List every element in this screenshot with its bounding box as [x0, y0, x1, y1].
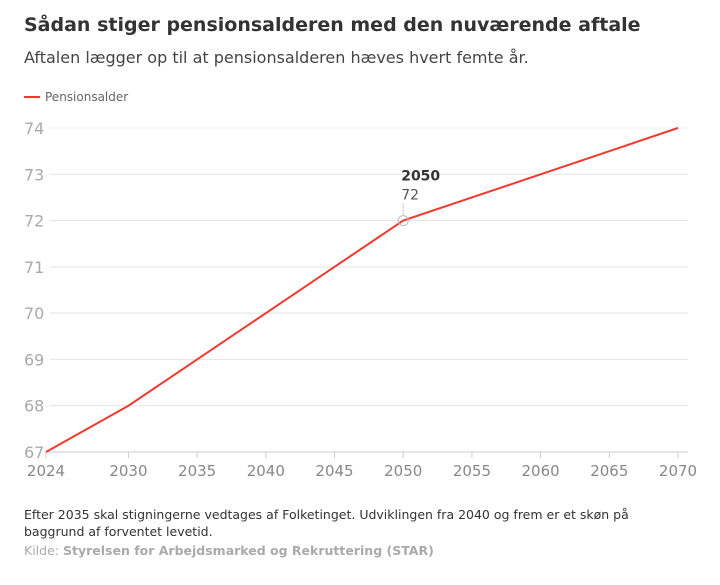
- y-tick-label: 72: [24, 212, 44, 231]
- x-tick-label: 2060: [522, 462, 560, 480]
- y-tick-label: 71: [24, 258, 44, 277]
- x-tick-label: 2050: [384, 462, 422, 480]
- source-label: Kilde:: [24, 543, 59, 558]
- series-line-pensionsalder: [45, 127, 679, 453]
- source: Kilde: Styrelsen for Arbejdsmarked og Re…: [24, 543, 434, 558]
- y-tick-label: 70: [24, 304, 44, 323]
- legend-label: Pensionsalder: [45, 90, 129, 104]
- x-tick-label: 2035: [178, 462, 216, 480]
- y-tick-label: 68: [24, 397, 44, 416]
- x-tick-label: 2030: [109, 462, 147, 480]
- chart-subtitle: Aftalen lægger op til at pensionsalderen…: [24, 48, 529, 67]
- x-tick-label: 2024: [27, 462, 65, 480]
- footnote: Efter 2035 skal stigningerne vedtages af…: [24, 507, 629, 539]
- legend: Pensionsalder: [24, 90, 128, 104]
- x-tick-label: 2040: [247, 462, 285, 480]
- x-tick-label: 2055: [453, 462, 491, 480]
- annotation-marker: [397, 215, 409, 227]
- chart-title: Sådan stiger pensionsalderen med den nuv…: [24, 14, 641, 36]
- y-tick-label: 73: [24, 165, 44, 184]
- x-tick-label: 2045: [315, 462, 353, 480]
- y-tick-label: 69: [24, 350, 44, 369]
- line-chart: 67 68 69 70 71 72 73 74 2024 2030 2035 2040 2045 2050…: [24, 119, 697, 480]
- x-tick-label: 2065: [590, 462, 628, 480]
- y-tick-label: 67: [24, 443, 44, 462]
- annotation-value: 72: [401, 188, 419, 204]
- annotation-label: 2050: [401, 169, 440, 185]
- source-name: Styrelsen for Arbejdsmarked og Rekrutter…: [62, 543, 434, 558]
- x-tick-label: 2070: [659, 462, 697, 480]
- legend-swatch: [24, 96, 40, 98]
- y-tick-label: 74: [24, 119, 44, 138]
